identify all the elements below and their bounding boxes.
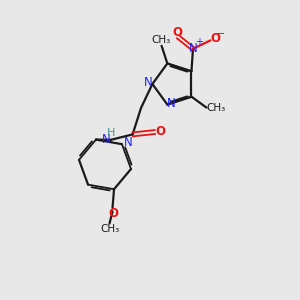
Text: O: O	[210, 32, 220, 44]
Text: −: −	[216, 29, 225, 39]
Text: CH₃: CH₃	[100, 224, 119, 234]
Text: O: O	[108, 207, 118, 220]
Text: CH₃: CH₃	[152, 35, 171, 45]
Text: CH₃: CH₃	[206, 103, 226, 112]
Text: N: N	[144, 76, 153, 89]
Text: O: O	[172, 26, 182, 38]
Text: +: +	[195, 37, 203, 47]
Text: N: N	[102, 133, 111, 146]
Text: N: N	[189, 42, 198, 55]
Text: O: O	[155, 125, 166, 138]
Text: N: N	[124, 136, 132, 149]
Text: N: N	[167, 97, 176, 110]
Text: H: H	[106, 128, 115, 138]
